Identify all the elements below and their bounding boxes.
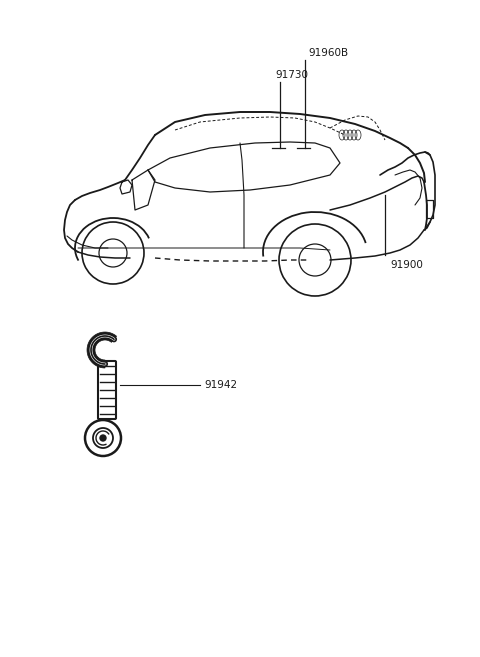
Text: 91730: 91730	[275, 70, 308, 80]
Circle shape	[100, 435, 106, 441]
Polygon shape	[87, 332, 117, 368]
Text: 91942: 91942	[204, 380, 237, 390]
FancyBboxPatch shape	[98, 361, 116, 419]
Text: 91960B: 91960B	[308, 48, 348, 58]
Text: 91900: 91900	[390, 260, 423, 270]
